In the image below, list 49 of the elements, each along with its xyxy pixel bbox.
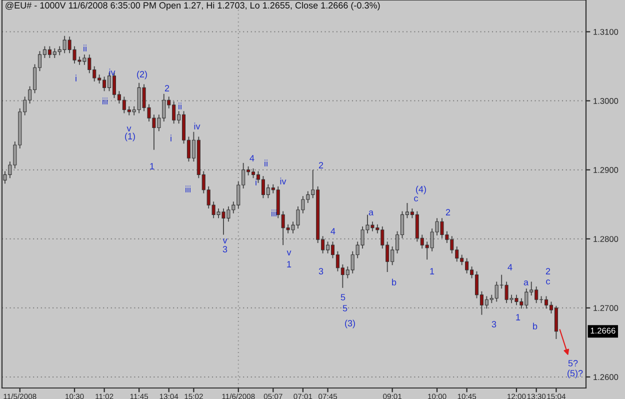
annotation: 3 — [222, 246, 228, 252]
annotation: 3 — [318, 268, 324, 274]
annotation: i — [170, 134, 172, 142]
annotation: 4 — [330, 228, 336, 234]
annotation: (3) — [345, 320, 355, 328]
annotation: iii — [272, 210, 276, 216]
y-tick-label: 1.2900 — [594, 167, 618, 173]
annotation: 4 — [250, 155, 254, 162]
annotation: ii — [178, 102, 182, 110]
annotation: iv — [194, 122, 200, 130]
annotation: c — [414, 196, 418, 202]
annotation: (2) — [137, 70, 147, 80]
annotation: v — [126, 126, 132, 132]
annotation: 5 — [342, 305, 348, 312]
annotation: 5 — [340, 294, 346, 300]
annotation: ii — [84, 44, 86, 52]
annotation: c — [546, 279, 550, 284]
annotation: 1 — [150, 163, 154, 170]
y-tick-label: 1.3100 — [594, 28, 618, 35]
annotation: iii — [102, 98, 108, 104]
annotation: a — [368, 210, 374, 216]
annotation: 2 — [164, 85, 170, 92]
annotation: b — [533, 322, 538, 330]
y-tick-label: 1.2800 — [594, 236, 618, 242]
annotation: iv — [109, 68, 116, 76]
annotation: a — [524, 280, 529, 286]
annotation: iv — [280, 178, 286, 184]
chart-title: @EU# - 1000V 11/6/2008 6:35:00 PM Open 1.27, Hi 1.2703, Lo 1.2655, Close 1.2666 (-0.3%) — [6, 2, 380, 10]
y-tick-label: 1.3000 — [594, 98, 618, 104]
annotation: 2 — [446, 209, 450, 216]
annotation: b — [392, 278, 396, 286]
text: 5? — [568, 360, 578, 366]
annotation: v — [222, 238, 228, 244]
annotation: 1 — [430, 268, 434, 274]
annotation: (1) — [125, 132, 135, 142]
text: 1.2666 — [590, 328, 616, 334]
y-tick-label: 1.2600 — [594, 374, 618, 380]
y-tick-label: 1.2700 — [594, 305, 618, 312]
annotation: 1 — [287, 261, 292, 268]
annotation: v — [286, 250, 292, 256]
annotation: 2 — [318, 162, 324, 168]
annotation: iii — [186, 186, 190, 192]
annotation: 3 — [492, 321, 496, 328]
annotation: 2 — [546, 268, 550, 274]
annotation: (4) — [416, 186, 426, 194]
text: (5)? — [568, 370, 583, 378]
annotation: ii — [264, 160, 268, 166]
annotation: 4 — [508, 264, 512, 270]
annotation: 1 — [516, 314, 520, 320]
